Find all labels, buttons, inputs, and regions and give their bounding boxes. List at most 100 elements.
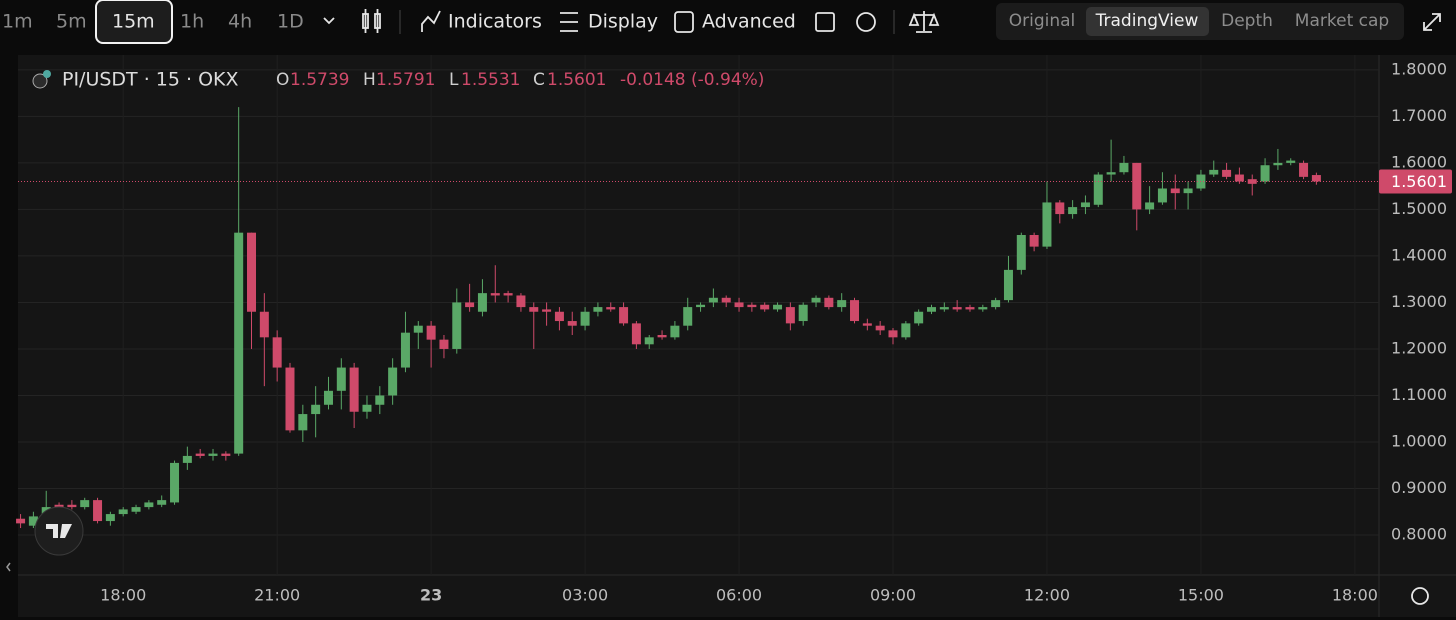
candle-body: [259, 311, 269, 338]
display-icon[interactable]: [560, 12, 578, 32]
candle-body: [939, 307, 949, 310]
candle-body: [375, 395, 385, 405]
candle-body: [1145, 202, 1155, 210]
candle-body: [93, 500, 103, 522]
fullscreen-icon[interactable]: [1423, 13, 1441, 31]
candle-body: [567, 321, 577, 326]
candle-body: [298, 414, 308, 431]
toolbar-button[interactable]: Display: [588, 11, 658, 33]
interval-selected[interactable]: [95, 0, 173, 44]
exchange-icon: [43, 70, 51, 78]
view-tab[interactable]: Depth: [1221, 11, 1273, 31]
candle-body: [1157, 188, 1167, 203]
dropdown-icon[interactable]: [323, 17, 335, 25]
tradingview-logo-mark: [46, 524, 72, 538]
candle-body: [837, 300, 847, 308]
candle-body: [1016, 235, 1026, 270]
chart-title: PI/USDT · 15 · OKX: [62, 69, 239, 91]
candle-body: [721, 297, 731, 303]
axis-settings-icon[interactable]: [1411, 587, 1429, 605]
candle-body: [503, 293, 513, 296]
candle-body: [439, 339, 449, 349]
candle-body: [1260, 165, 1270, 182]
candle-body: [1093, 174, 1103, 205]
candle-body: [952, 307, 962, 310]
ohlc-legend: O 1.5739 H 1.5791 L 1.5531 C 1.5601 -0.0…: [276, 70, 764, 90]
interval[interactable]: 1h: [180, 11, 204, 33]
legend-value: 1.5601: [547, 70, 606, 90]
candle-body: [490, 293, 500, 296]
legend-key: C: [533, 70, 545, 90]
x-tick-label: 18:00: [100, 586, 146, 605]
candle-body: [54, 504, 64, 508]
candle-body: [1003, 269, 1013, 301]
candle-body: [1055, 202, 1065, 215]
view-tab[interactable]: Original: [1009, 11, 1076, 31]
candle-body: [914, 311, 924, 324]
chart-type-icon[interactable]: [362, 9, 381, 33]
calendar-icon[interactable]: [815, 12, 835, 32]
x-tick-label: 06:00: [716, 586, 762, 605]
toolbar-button[interactable]: Advanced: [702, 11, 796, 33]
candle-body: [850, 300, 860, 322]
settings-icon[interactable]: [856, 12, 876, 32]
candle-body: [619, 307, 629, 324]
y-tick-label: 1.4000: [1391, 245, 1447, 264]
legend-value: 1.5739: [290, 70, 349, 90]
x-tick-label: 18:00: [1332, 586, 1378, 605]
candle-body: [400, 332, 410, 368]
indicators-icon[interactable]: [421, 10, 441, 32]
y-tick-label: 1.5000: [1391, 199, 1447, 218]
x-tick-label: 09:00: [870, 586, 916, 605]
interval[interactable]: 1D: [277, 11, 304, 33]
grid: 0.8000 0.9000 1.0000 1.1000 1.2000 1.3000 1.40…: [18, 55, 1447, 605]
candle-body: [157, 500, 167, 505]
y-tick-label: 0.9000: [1391, 478, 1447, 497]
candle-body: [1183, 188, 1193, 194]
price-tag-label: 1.5601: [1391, 172, 1447, 191]
toolbar-button[interactable]: Indicators: [448, 11, 542, 33]
x-tick-label: 21:00: [254, 586, 300, 605]
candle-body: [965, 307, 975, 310]
scroll-left[interactable]: [6, 562, 11, 572]
candle-body: [747, 304, 757, 308]
candle-body: [606, 307, 616, 310]
candle-body: [798, 304, 808, 322]
view-tab[interactable]: Market cap: [1295, 11, 1389, 31]
candle-body: [926, 307, 936, 312]
interval[interactable]: 15m: [112, 11, 155, 33]
y-tick-label: 0.8000: [1391, 525, 1447, 544]
y-tick-label: 1.8000: [1391, 59, 1447, 78]
view-tab[interactable]: TradingView: [1095, 11, 1199, 31]
y-tick-label: 1.1000: [1391, 385, 1447, 404]
candle-body: [1234, 174, 1244, 182]
candle-body: [811, 297, 821, 303]
candle-body: [311, 404, 321, 415]
candle-body: [388, 367, 398, 396]
tradingview-logo[interactable]: [34, 506, 84, 556]
y-tick-label: 1.0000: [1391, 431, 1447, 450]
candle-body: [1299, 162, 1309, 177]
y-tick-label: 1.2000: [1391, 338, 1447, 357]
candle-body: [477, 293, 487, 312]
candle-body: [1247, 179, 1257, 184]
candle-body: [1068, 207, 1078, 215]
candle-body: [247, 232, 257, 312]
view-tab-selected[interactable]: [1086, 7, 1209, 36]
interval[interactable]: 1m: [2, 11, 33, 33]
candle-body: [16, 518, 26, 524]
compare-icon[interactable]: [908, 11, 940, 33]
candle-body: [696, 304, 706, 308]
y-tick-label: 1.7000: [1391, 106, 1447, 125]
candle-body: [426, 325, 436, 340]
candle-body: [785, 307, 795, 324]
candle-body: [529, 307, 539, 312]
interval[interactable]: 5m: [56, 11, 87, 33]
advanced-icon[interactable]: [674, 11, 694, 33]
candle-body: [1209, 169, 1219, 175]
candle-body: [195, 453, 205, 456]
interval[interactable]: 4h: [228, 11, 252, 33]
legend-key: H: [363, 70, 376, 90]
candle-body: [1119, 162, 1129, 173]
